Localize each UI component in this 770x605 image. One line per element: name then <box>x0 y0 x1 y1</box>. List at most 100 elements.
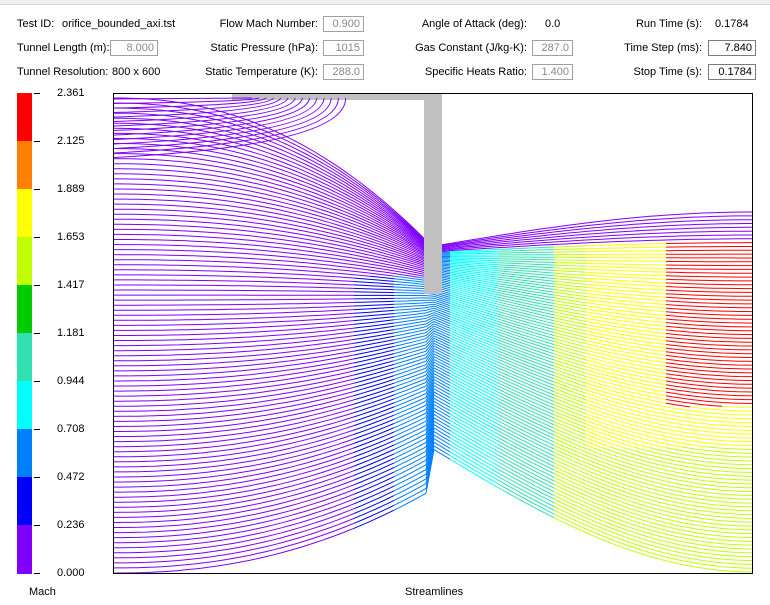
streamline <box>665 333 752 339</box>
streamline <box>497 461 555 493</box>
streamline <box>449 391 499 419</box>
streamline <box>665 278 752 282</box>
streamline-group <box>114 413 752 535</box>
streamline <box>497 268 555 274</box>
gas-constant-field[interactable]: 287.0 <box>532 40 573 56</box>
streamline <box>553 341 587 351</box>
streamline <box>353 440 395 458</box>
streamline <box>553 294 587 301</box>
streamline <box>114 183 435 263</box>
streamline <box>393 441 451 501</box>
streamline <box>585 437 611 448</box>
streamline <box>353 342 395 352</box>
streamline-group <box>114 441 752 565</box>
streamline <box>497 361 555 386</box>
streamline <box>393 403 451 450</box>
streamline <box>449 287 499 300</box>
streamline <box>353 319 395 325</box>
streamline <box>393 345 451 369</box>
streamline <box>585 250 666 253</box>
streamline <box>585 277 667 284</box>
recirculation-line <box>114 97 303 131</box>
streamline <box>553 275 587 279</box>
stop-time-field[interactable]: 0.1784 <box>708 64 756 80</box>
streamline <box>114 517 355 564</box>
streamline-group <box>114 299 752 370</box>
recirculation-line <box>114 97 325 145</box>
streamline <box>449 264 499 270</box>
streamline <box>449 327 499 349</box>
streamline <box>114 323 355 336</box>
streamline <box>353 309 395 314</box>
streamline <box>114 148 435 255</box>
streamline <box>114 442 355 483</box>
streamline <box>553 494 752 550</box>
streamline <box>114 370 355 397</box>
specific-heats-field[interactable]: 1.400 <box>532 64 573 80</box>
scale-band <box>17 477 32 526</box>
streamline <box>585 366 667 386</box>
streamline <box>449 455 499 485</box>
streamline <box>553 400 587 415</box>
streamline-group <box>114 330 752 424</box>
streamline <box>449 400 499 428</box>
scale-band <box>17 189 32 238</box>
flow-mach-field[interactable]: 0.900 <box>323 16 364 32</box>
streamline <box>393 407 451 455</box>
streamline <box>353 471 395 490</box>
streamline <box>353 418 395 435</box>
streamline <box>553 311 587 319</box>
streamline <box>497 289 555 302</box>
streamline <box>601 447 752 477</box>
static-pressure-field[interactable]: 1015 <box>323 40 364 56</box>
streamline <box>665 336 752 343</box>
streamline-group <box>114 407 752 527</box>
streamline <box>553 302 587 310</box>
streamline <box>553 320 587 329</box>
streamline <box>553 513 752 569</box>
streamline <box>449 285 499 298</box>
streamline <box>114 527 355 573</box>
scale-tick-mark <box>34 333 40 334</box>
streamline <box>114 193 435 265</box>
streamline <box>665 347 752 355</box>
streamline <box>585 327 667 342</box>
streamline <box>114 223 435 274</box>
streamline-group <box>114 342 752 443</box>
recirculation-line <box>114 97 318 140</box>
streamline <box>353 332 395 340</box>
scale-tick-label: 1.417 <box>57 279 85 291</box>
static-temperature-field[interactable]: 288.0 <box>323 64 364 80</box>
scale-tick-mark <box>34 573 40 574</box>
scale-tick-label: 0.944 <box>57 375 85 387</box>
streamline <box>353 504 395 524</box>
streamline <box>353 435 395 453</box>
streamline <box>449 271 499 280</box>
stop-time-label: Stop Time (s): <box>633 66 702 78</box>
streamline <box>449 378 499 406</box>
streamline <box>553 451 752 504</box>
streamline <box>353 509 395 529</box>
streamline <box>353 414 395 431</box>
streamline <box>553 251 587 253</box>
streamline-group <box>114 345 752 447</box>
streamline <box>585 349 667 367</box>
time-step-field[interactable]: 7.840 <box>708 40 756 56</box>
scale-tick-mark <box>34 141 40 142</box>
streamline <box>449 384 499 412</box>
streamline <box>449 250 499 254</box>
streamline <box>665 246 752 248</box>
streamline <box>585 346 667 364</box>
streamline <box>353 371 395 384</box>
streamline <box>449 426 499 456</box>
streamline <box>449 447 499 477</box>
streamline <box>585 343 667 360</box>
streamline <box>585 246 667 250</box>
streamline <box>665 271 752 274</box>
streamline-group <box>114 403 752 523</box>
streamline <box>449 294 499 310</box>
streamline <box>553 384 587 398</box>
streamline <box>553 335 587 345</box>
streamline <box>114 279 355 286</box>
tunnel-length-field[interactable]: 8.000 <box>110 40 158 56</box>
